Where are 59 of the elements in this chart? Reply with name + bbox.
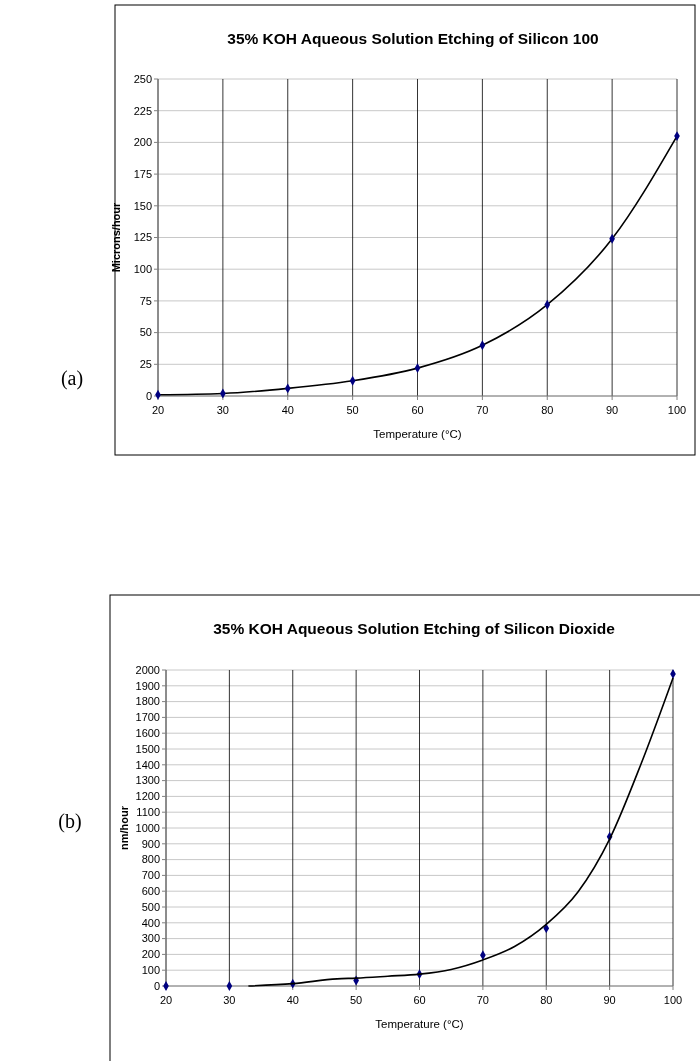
y-tick-label: 1000	[135, 821, 160, 834]
y-tick-label: 125	[133, 231, 152, 244]
y-tick-label: 25	[139, 358, 152, 371]
y-tick-label: 300	[141, 932, 160, 945]
x-tick-label: 70	[476, 994, 489, 1006]
y-tick-label: 1100	[136, 806, 160, 819]
y-tick-label: 1600	[135, 727, 160, 740]
y-tick-label: 175	[133, 167, 152, 180]
x-tick-label: 40	[286, 994, 299, 1006]
x-tick-label: 60	[413, 994, 426, 1006]
x-tick-label: 50	[350, 994, 363, 1006]
y-tick-label: 225	[133, 104, 152, 117]
x-axis-title: Temperature (°C)	[375, 1018, 464, 1030]
point	[226, 981, 233, 991]
x-tick-label: 60	[411, 404, 424, 416]
y-tick-label: 0	[145, 389, 152, 402]
x-tick-label: 90	[603, 994, 616, 1006]
y-tick-label: 100	[141, 964, 160, 977]
x-tick-label: 30	[223, 994, 236, 1006]
text: (b)	[58, 810, 82, 833]
y-tick-label: 150	[133, 199, 152, 212]
y-tick-label: 75	[139, 294, 152, 307]
y-tick-label: 400	[141, 916, 160, 929]
x-tick-label: 30	[216, 404, 229, 416]
y-tick-label: 1900	[135, 679, 160, 692]
x-tick-label: 20	[151, 404, 165, 416]
y-tick-label: 1400	[135, 758, 160, 771]
y-tick-label: 1300	[135, 774, 160, 787]
y-tick-label: 200	[133, 136, 152, 149]
x-tick-label: 70	[476, 404, 489, 416]
y-tick-label: 800	[141, 853, 160, 866]
y-tick-label: 1800	[135, 695, 160, 708]
x-axis-title: Temperature (°C)	[373, 428, 462, 440]
x-tick-label: 80	[540, 994, 553, 1006]
y-axis-title: Microns/hour	[110, 201, 122, 273]
y-tick-label: 50	[139, 326, 152, 339]
y-tick-label: 1500	[135, 742, 160, 755]
y-tick-label: 250	[133, 72, 152, 85]
y-axis-title: nm/hour	[118, 805, 130, 850]
x-tick-label: 90	[606, 404, 619, 416]
x-tick-label: 50	[346, 404, 359, 416]
y-tick-label: 700	[141, 869, 160, 882]
y-tick-label: 600	[141, 885, 160, 898]
x-tick-label: 100	[663, 994, 683, 1006]
chart-title: 35% KOH Aqueous Solution Etching of Silicon Dioxide	[213, 620, 616, 637]
y-tick-label: 1200	[135, 790, 160, 803]
y-tick-label: 0	[153, 979, 160, 992]
y-tick-label: 200	[141, 948, 160, 961]
x-tick-label: 100	[667, 404, 687, 416]
chart-title: 35% KOH Aqueous Solution Etching of Silicon 100	[227, 30, 599, 47]
y-tick-label: 100	[133, 263, 152, 276]
x-tick-label: 40	[281, 404, 294, 416]
y-tick-label: 900	[141, 837, 160, 850]
y-tick-label: 1700	[135, 711, 160, 724]
x-tick-label: 80	[541, 404, 554, 416]
x-tick-label: 20	[159, 994, 173, 1006]
y-tick-label: 500	[141, 900, 160, 913]
y-tick-label: 2000	[135, 663, 160, 676]
text: (a)	[60, 367, 84, 390]
